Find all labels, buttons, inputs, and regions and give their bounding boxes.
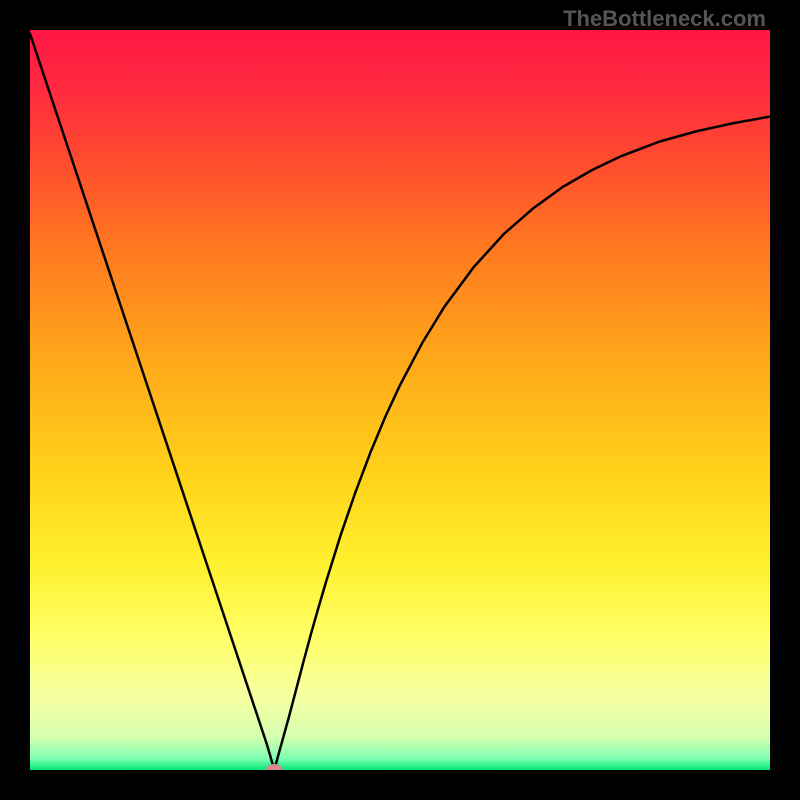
watermark-text: TheBottleneck.com xyxy=(563,6,766,32)
chart-svg xyxy=(30,30,770,770)
plot-area xyxy=(30,30,770,770)
chart-frame: TheBottleneck.com xyxy=(0,0,800,800)
